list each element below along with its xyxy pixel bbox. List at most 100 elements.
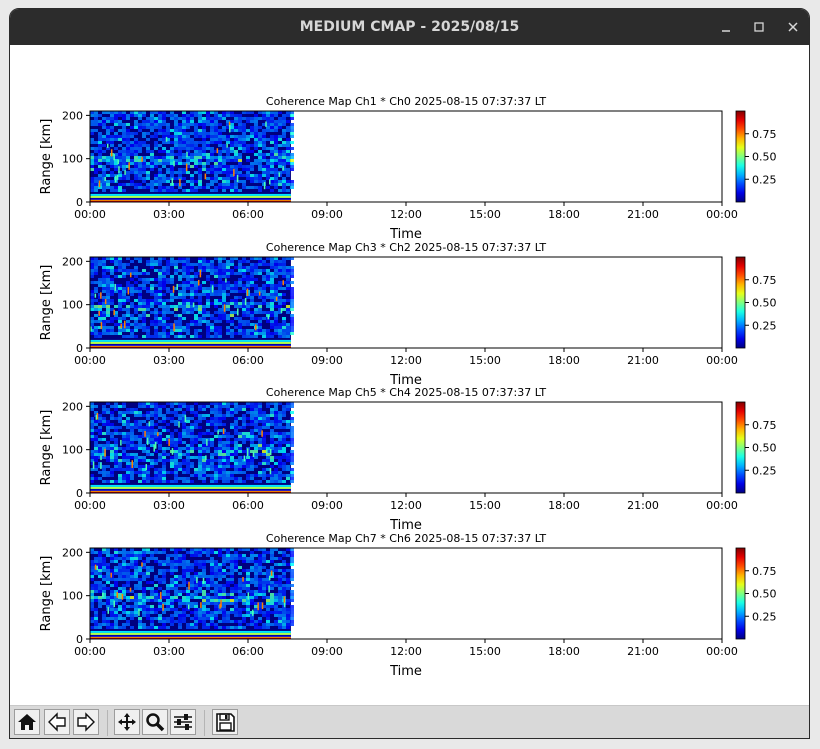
x-tick-label: 03:00 [153,354,185,367]
colorbar-gradient [735,110,746,203]
y-tick-label: 0 [76,487,83,500]
colorbar-tick-label: 0.25 [752,610,777,623]
x-tick-label: 18:00 [548,208,580,221]
x-tick-label: 21:00 [627,499,659,512]
toolbar-separator [107,710,108,736]
colorbar-tick-label: 0.50 [752,151,777,164]
title-bar[interactable]: MEDIUM CMAP - 2025/08/15 [10,9,809,45]
x-tick-label: 00:00 [74,354,106,367]
close-icon [788,22,798,32]
y-tick-label: 0 [76,196,83,209]
subplot-title: Coherence Map Ch1 * Ch0 2025-08-15 07:37… [266,95,546,108]
x-tick-label: 15:00 [469,208,501,221]
subplot-title: Coherence Map Ch7 * Ch6 2025-08-15 07:37… [266,532,546,545]
subplot-4[interactable]: Coherence Map Ch7 * Ch6 2025-08-15 07:37… [39,532,777,679]
subplot-1[interactable]: Coherence Map Ch1 * Ch0 2025-08-15 07:37… [39,95,777,242]
colorbar-gradient [735,547,746,640]
app-window: MEDIUM CMAP - 2025/08/15 Coherence Map C… [9,8,810,739]
x-tick-label: 18:00 [548,645,580,658]
subplot-2[interactable]: Coherence Map Ch3 * Ch2 2025-08-15 07:37… [39,241,777,388]
heatmap-image [90,257,294,348]
heatmap-image [90,111,294,202]
x-tick-label: 18:00 [548,354,580,367]
x-tick-label: 09:00 [311,645,343,658]
x-axis-label: Time [389,664,422,679]
subplot-title: Coherence Map Ch3 * Ch2 2025-08-15 07:37… [266,241,546,254]
configure-button[interactable] [170,709,196,735]
y-tick-label: 200 [62,546,83,559]
x-tick-label: 06:00 [232,645,264,658]
heatmap-image [90,402,294,493]
x-tick-label: 06:00 [232,354,264,367]
x-tick-label: 21:00 [627,645,659,658]
maximize-icon [754,22,764,32]
back-arrow-icon [48,712,66,732]
x-axis-label: Time [389,227,422,242]
x-tick-label: 00:00 [74,499,106,512]
x-tick-label: 12:00 [390,499,422,512]
y-axis-label: Range [km] [39,265,54,341]
y-tick-label: 200 [62,255,83,268]
x-tick-label: 00:00 [706,645,738,658]
home-icon [18,714,36,730]
x-tick-label: 12:00 [390,208,422,221]
move-icon [118,713,136,731]
sliders-icon [174,714,192,730]
x-tick-label: 09:00 [311,499,343,512]
floppy-disk-icon [216,713,235,732]
subplot-title: Coherence Map Ch5 * Ch4 2025-08-15 07:37… [266,386,546,399]
x-tick-label: 15:00 [469,499,501,512]
minimize-button[interactable] [716,17,736,37]
y-tick-label: 100 [62,153,83,166]
y-tick-label: 0 [76,342,83,355]
x-tick-label: 06:00 [232,208,264,221]
x-tick-label: 00:00 [706,208,738,221]
y-tick-label: 0 [76,633,83,646]
x-tick-label: 12:00 [390,354,422,367]
x-tick-label: 00:00 [706,499,738,512]
forward-button[interactable] [73,709,99,735]
minimize-icon [722,30,730,32]
y-tick-label: 100 [62,590,83,603]
zoom-button[interactable] [142,709,168,735]
figure-canvas[interactable]: Coherence Map Ch1 * Ch0 2025-08-15 07:37… [10,45,810,705]
colorbar: 0.25 0.50 0.75 [735,256,777,349]
x-tick-label: 09:00 [311,208,343,221]
x-tick-label: 03:00 [153,499,185,512]
colorbar-gradient [735,256,746,349]
figure-svg[interactable]: Coherence Map Ch1 * Ch0 2025-08-15 07:37… [10,45,810,705]
window-title: MEDIUM CMAP - 2025/08/15 [299,19,520,35]
y-tick-label: 200 [62,400,83,413]
colorbar-tick-label: 0.25 [752,319,777,332]
pan-button[interactable] [114,709,140,735]
subplot-3[interactable]: Coherence Map Ch5 * Ch4 2025-08-15 07:37… [39,386,777,533]
colorbar: 0.25 0.50 0.75 [735,110,777,203]
colorbar-tick-label: 0.75 [752,128,777,141]
x-tick-label: 21:00 [627,208,659,221]
forward-arrow-icon [77,712,95,732]
colorbar-tick-label: 0.50 [752,442,777,455]
colorbar-tick-label: 0.25 [752,173,777,186]
maximize-button[interactable] [749,17,769,37]
x-tick-label: 15:00 [469,354,501,367]
x-tick-label: 15:00 [469,645,501,658]
x-tick-label: 00:00 [706,354,738,367]
magnifier-icon [146,713,165,732]
colorbar-tick-label: 0.50 [752,588,777,601]
navigation-toolbar [10,705,809,738]
y-axis-label: Range [km] [39,410,54,486]
y-tick-label: 100 [62,444,83,457]
home-button[interactable] [14,709,40,735]
x-tick-label: 21:00 [627,354,659,367]
x-tick-label: 06:00 [232,499,264,512]
close-button[interactable] [783,17,803,37]
back-button[interactable] [44,709,70,735]
x-tick-label: 03:00 [153,208,185,221]
x-axis-label: Time [389,373,422,388]
save-button[interactable] [212,709,238,735]
x-tick-label: 18:00 [548,499,580,512]
toolbar-separator [204,710,205,736]
colorbar-tick-label: 0.25 [752,464,777,477]
y-tick-label: 100 [62,299,83,312]
colorbar: 0.25 0.50 0.75 [735,401,777,494]
